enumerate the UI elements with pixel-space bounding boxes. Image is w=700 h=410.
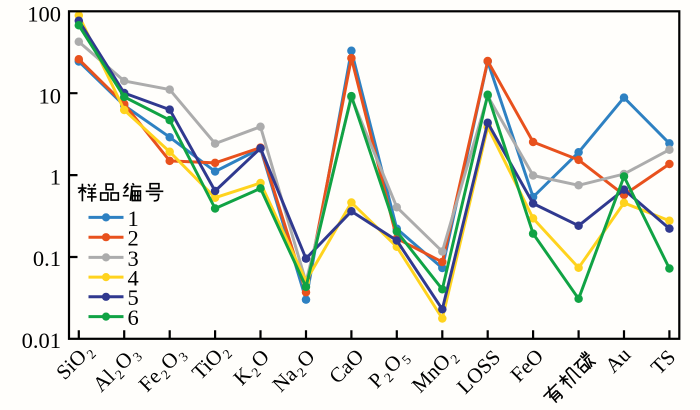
- svg-text:100: 100: [27, 1, 61, 26]
- svg-text:1: 1: [50, 165, 61, 190]
- svg-text:10: 10: [39, 84, 62, 109]
- svg-text:4: 4: [128, 266, 139, 291]
- svg-text:0.1: 0.1: [33, 246, 61, 271]
- svg-text:5: 5: [128, 285, 139, 310]
- svg-text:2: 2: [128, 226, 139, 251]
- svg-text:6: 6: [128, 305, 139, 330]
- svg-text:3: 3: [128, 246, 139, 271]
- svg-text:0.01: 0.01: [22, 328, 61, 353]
- svg-text:1: 1: [128, 206, 139, 231]
